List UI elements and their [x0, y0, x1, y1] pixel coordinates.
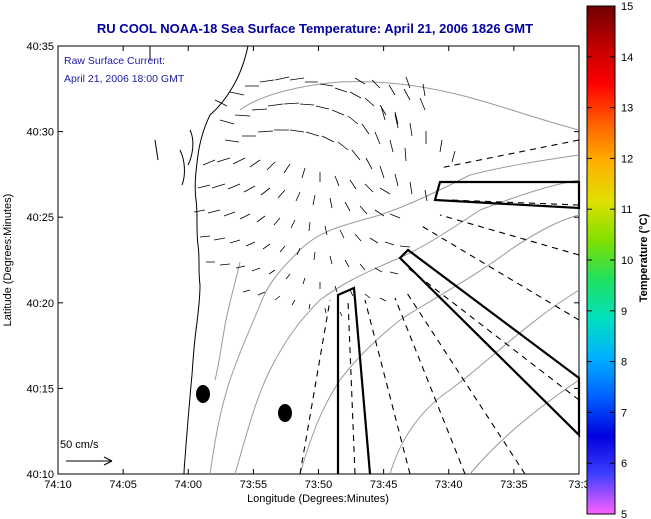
x-tick-label: 74:05	[109, 479, 137, 491]
colorbar-tick-label: 12	[621, 153, 633, 165]
buoy-marker	[196, 385, 210, 403]
x-axis-ticks: 74:10 74:05 74:00 73:55 73:50 73:45 73:40 73:35…	[44, 46, 590, 491]
colorbar-tick-label: 9	[621, 306, 627, 318]
y-axis-ticks: 40:35 40:30 40:25 40:20 40:15 40:10	[26, 41, 579, 481]
y-tick-label: 40:15	[26, 383, 54, 395]
map-plot-area: 50 cm/s Raw Surface Current: April 21, 2…	[57, 45, 581, 475]
colorbar-tick-label: 10	[621, 255, 633, 267]
x-tick-label: 73:35	[500, 479, 528, 491]
scale-arrowhead	[103, 456, 113, 466]
colorbar-tick-label: 15	[621, 1, 633, 13]
x-tick-label: 73:40	[435, 479, 463, 491]
colorbar-tick-label: 11	[621, 204, 632, 216]
x-tick-label: 73:50	[305, 479, 333, 491]
temperature-colorbar: 15 14 13 12 11 10 9 8 7 6 5 Temperature (°C)	[586, 1, 650, 519]
y-axis-label: Latitude (Degrees:Minutes)	[2, 194, 14, 327]
colorbar-tick-label: 14	[621, 52, 633, 64]
x-tick-label: 73:3	[568, 479, 589, 491]
colorbar-label: Temperature (°C)	[638, 213, 650, 302]
x-tick-label: 74:10	[44, 479, 72, 491]
colorbar-tick-label: 8	[621, 357, 627, 369]
map-title: RU COOL NOAA-18 Sea Surface Temperature:…	[97, 21, 533, 36]
colorbar-tick-label: 13	[621, 103, 633, 115]
y-tick-label: 40:20	[26, 298, 54, 310]
y-tick-label: 40:35	[26, 41, 54, 53]
shipping-lane-boxes	[336, 180, 581, 475]
buoy-marker	[278, 404, 292, 422]
y-tick-label: 40:10	[26, 469, 54, 481]
x-axis-label: Longitude (Degrees:Minutes)	[247, 493, 389, 505]
colorbar-tick-label: 5	[621, 509, 627, 519]
colorbar-tick-label: 7	[621, 407, 627, 419]
x-tick-label: 74:00	[174, 479, 202, 491]
x-tick-label: 73:55	[240, 479, 268, 491]
x-tick-label: 73:45	[370, 479, 398, 491]
annotation-line2: April 21, 2006 18:00 GMT	[64, 73, 185, 85]
dashed-lane-lines	[299, 139, 580, 475]
vector-scale: 50 cm/s	[60, 439, 113, 466]
y-tick-label: 40:30	[26, 127, 54, 139]
bathymetry-contours	[209, 81, 580, 475]
colorbar-tick-label: 6	[621, 458, 627, 470]
scale-label: 50 cm/s	[60, 439, 99, 451]
current-vector-field	[193, 76, 456, 317]
y-tick-label: 40:25	[26, 212, 54, 224]
map-frame	[57, 45, 580, 475]
annotation-line1: Raw Surface Current:	[64, 55, 165, 67]
coastline	[149, 45, 249, 475]
colorbar-ticks: 15 14 13 12 11 10 9 8 7 6 5	[587, 1, 633, 519]
